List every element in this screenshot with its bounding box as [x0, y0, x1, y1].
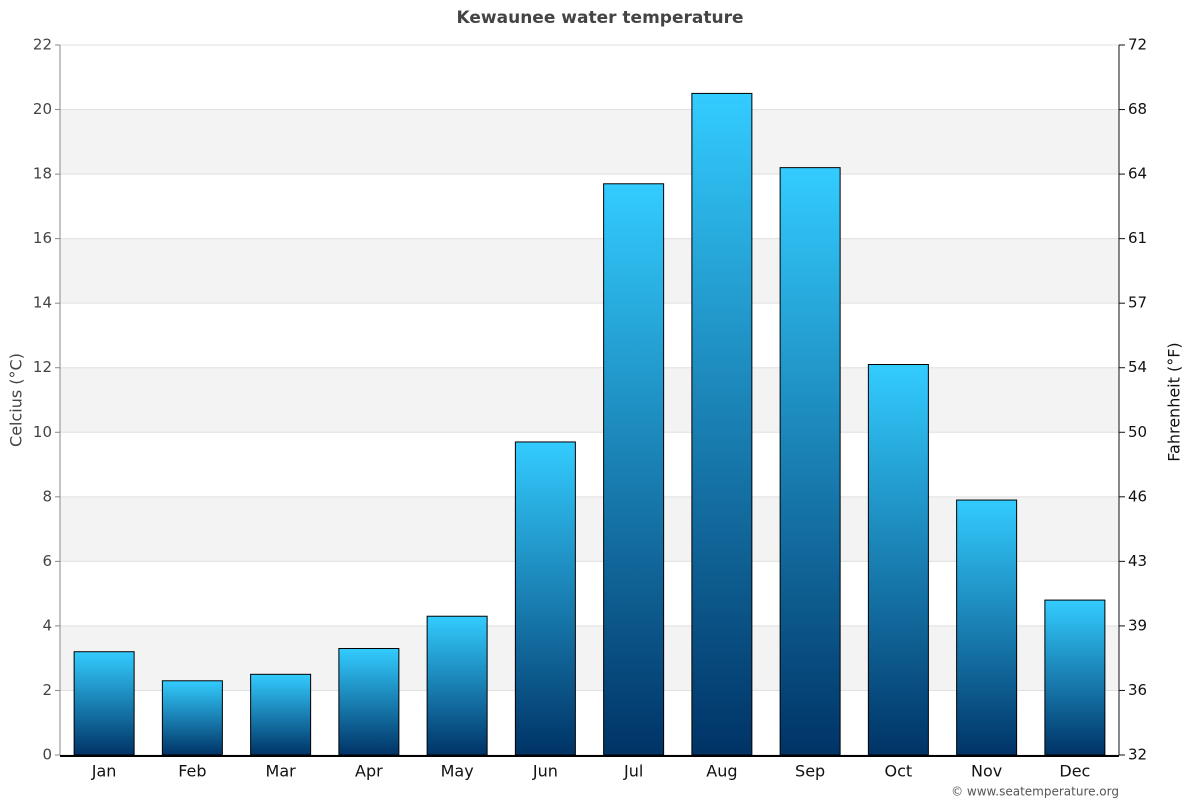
credit: © www.seatemperature.org	[951, 785, 1119, 799]
bar	[867, 364, 929, 756]
y-tick-label: 14	[33, 294, 52, 312]
x-tick-label: Nov	[971, 762, 1002, 781]
x-tick-label: May	[441, 762, 474, 781]
y-tick-label: 10	[33, 423, 52, 441]
bar	[426, 615, 488, 756]
x-tick-label: Aug	[706, 762, 737, 781]
x-tick-label: Oct	[885, 762, 913, 781]
y-axis-title: Celcius (°C)	[7, 353, 26, 447]
bar	[338, 648, 400, 756]
y-tick-label: 16	[33, 229, 52, 247]
bar	[691, 92, 753, 756]
bar	[161, 680, 223, 756]
y2-tick-label: 64	[1128, 165, 1147, 183]
y2-axis-title: Fahrenheit (°F)	[1165, 342, 1184, 461]
y2-tick-label: 57	[1128, 294, 1147, 312]
y-tick-label: 18	[33, 165, 52, 183]
grid-band	[60, 238, 1119, 304]
y2-tick-label: 61	[1128, 229, 1147, 247]
y-tick-label: 2	[42, 681, 52, 699]
bar	[956, 499, 1018, 756]
bar	[250, 673, 312, 756]
y2-tick-label: 68	[1128, 100, 1147, 118]
y-tick-label: 20	[33, 100, 52, 118]
grid-band	[60, 625, 1119, 691]
bar	[779, 167, 841, 756]
y2-tick-label: 36	[1128, 681, 1147, 699]
y2-tick-label: 50	[1128, 423, 1147, 441]
y-tick-label: 4	[42, 616, 52, 634]
y2-tick-label: 43	[1128, 552, 1147, 570]
y2-tick-label: 46	[1128, 487, 1147, 505]
x-tick-label: Sep	[795, 762, 825, 781]
x-tick-label: Feb	[178, 762, 206, 781]
grid-band	[60, 367, 1119, 433]
x-tick-label: Jun	[532, 762, 558, 781]
x-tick-label: Apr	[355, 762, 383, 781]
x-tick-label: Dec	[1059, 762, 1090, 781]
x-tick-label: Jul	[623, 762, 643, 781]
y-tick-label: 8	[42, 487, 52, 505]
grid-band	[60, 496, 1119, 562]
y-tick-label: 12	[33, 358, 52, 376]
bar	[73, 651, 135, 756]
y2-tick-label: 54	[1128, 358, 1147, 376]
y2-tick-label: 72	[1128, 36, 1147, 54]
bar	[1044, 599, 1106, 756]
x-tick-label: Jan	[91, 762, 117, 781]
y2-tick-label: 32	[1128, 746, 1147, 764]
x-tick-label: Mar	[266, 762, 297, 781]
y-tick-label: 6	[42, 552, 52, 570]
chart-title: Kewaunee water temperature	[457, 8, 744, 28]
bar	[514, 441, 576, 756]
y-tick-label: 22	[33, 36, 52, 54]
y2-tick-label: 39	[1128, 616, 1147, 634]
y-tick-label: 0	[42, 746, 52, 764]
grid-band	[60, 109, 1119, 175]
bar	[603, 183, 665, 756]
